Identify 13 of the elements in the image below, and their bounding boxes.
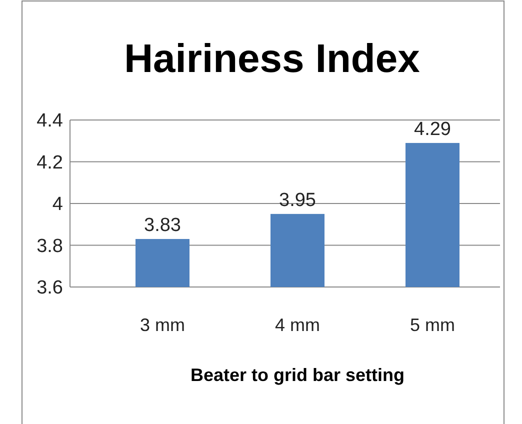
x-tick-label: 3 mm (140, 315, 185, 335)
data-label: 3.83 (144, 214, 181, 236)
x-axis-title: Beater to grid bar setting (190, 365, 405, 385)
y-tick-label: 4.2 (36, 152, 63, 174)
y-tick-label: 4 (52, 194, 64, 216)
y-tick-label: 4.4 (36, 110, 64, 132)
chart-title: Hairiness Index (124, 37, 420, 81)
y-tick-label: 3.6 (36, 278, 63, 299)
y-tick-label: 3.8 (36, 236, 63, 257)
x-tick-label: 4 mm (275, 315, 320, 335)
data-label: 4.29 (414, 118, 451, 140)
data-label: 3.95 (279, 190, 316, 211)
x-tick-label: 5 mm (410, 315, 455, 335)
